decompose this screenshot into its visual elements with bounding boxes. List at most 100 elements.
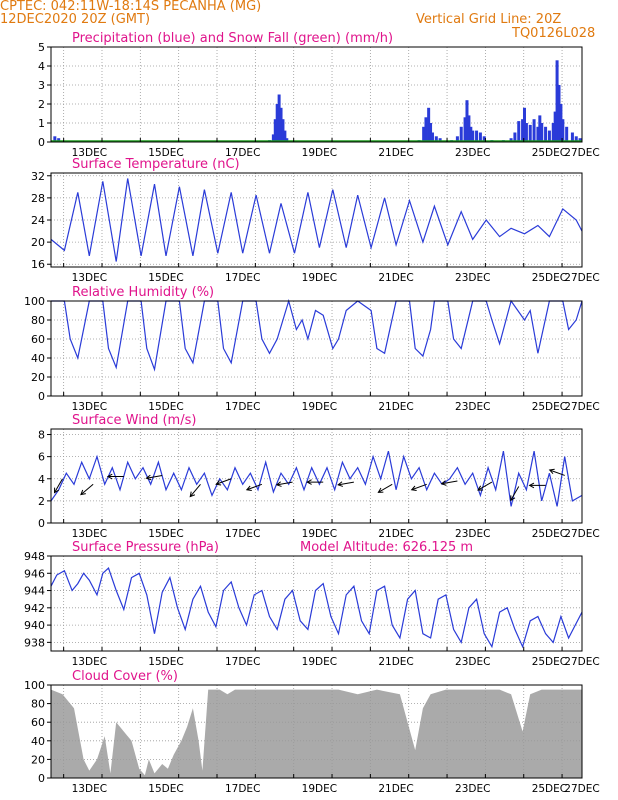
wind-arrow <box>411 483 427 491</box>
panel-title: Precipitation (blue) and Snow Fall (gree… <box>72 31 393 46</box>
y-tick-label: 6 <box>38 451 45 464</box>
x-tick-label: 27DEC <box>564 783 599 795</box>
y-tick-label: 40 <box>31 735 45 748</box>
panel-title: Surface Pressure (hPa) <box>72 540 219 555</box>
panel-frame <box>50 46 583 143</box>
x-tick-label: 19DEC <box>302 401 337 413</box>
precip-bar <box>478 132 482 142</box>
wind-arrow-head <box>528 482 535 489</box>
x-tick-label: 15DEC <box>148 401 183 413</box>
panel-title: Relative Humidity (%) <box>72 285 214 300</box>
y-tick-label: 2 <box>38 495 45 508</box>
precip-bar <box>57 138 61 142</box>
precip-bar <box>465 100 469 142</box>
panel-press: 938 940 942 944 946 948 13DEC 15DEC 17DEC 19DEC 21… <box>24 540 600 668</box>
wind-arrow-head <box>440 480 447 486</box>
wind-arrow <box>477 481 493 491</box>
wind-arrow-head <box>53 487 60 494</box>
cloud-cover-area <box>51 689 582 778</box>
y-tick-label: 944 <box>24 585 45 598</box>
x-tick-label: 23DEC <box>455 656 490 668</box>
precip-bar <box>551 123 555 142</box>
x-tick-label: 27DEC <box>564 272 599 284</box>
y-tick-label: 16 <box>31 258 45 271</box>
precip-bar <box>570 132 574 142</box>
panel-rh: 0 20 40 60 80 100 13DEC 15DEC 17DEC 19DEC 21DEC 23D… <box>24 285 600 413</box>
y-tick-label: 24 <box>31 214 45 227</box>
x-tick-label: 17DEC <box>225 656 260 668</box>
wind-series-line <box>50 450 583 507</box>
y-tick-label: 8 <box>38 429 45 442</box>
precip-bar <box>273 119 277 142</box>
x-tick-label: 13DEC <box>72 528 107 540</box>
precip-bar <box>438 138 442 142</box>
wind-arrow <box>146 474 163 479</box>
y-tick-label: 946 <box>24 567 45 580</box>
wind-arrow <box>246 483 263 491</box>
panel-wind: 0 2 4 6 8 13DEC 15DEC 17DEC 19DEC 21DEC 23DEC 25DEC… <box>38 413 600 540</box>
precip-bar <box>557 85 561 142</box>
wind-arrow-head <box>337 481 344 487</box>
precip-bar <box>532 119 536 142</box>
wind-arrow-head <box>275 481 282 487</box>
wind-arrow <box>215 478 232 485</box>
x-tick-label: 25DEC <box>532 656 567 668</box>
precip-bar <box>540 123 544 142</box>
x-tick-label: 25DEC <box>532 147 567 159</box>
precip-bar <box>463 117 467 142</box>
precip-bar <box>561 119 565 142</box>
precip-bar <box>53 136 57 142</box>
precip-bar <box>424 117 428 142</box>
panel-frame <box>50 684 583 779</box>
x-tick-label: 25DEC <box>532 401 567 413</box>
y-tick-label: 940 <box>24 619 45 632</box>
y-tick-label: 80 <box>31 698 45 711</box>
y-tick-label: 28 <box>31 192 45 205</box>
rh-series-line <box>51 298 583 372</box>
precip-bar <box>578 138 582 142</box>
precip-bar <box>482 136 486 142</box>
press-series-line <box>50 567 583 649</box>
precip-bar <box>467 115 471 142</box>
x-tick-label: 27DEC <box>564 656 599 668</box>
x-tick-label: 15DEC <box>148 656 183 668</box>
wind-arrow-head <box>145 474 152 481</box>
precip-bar <box>279 107 283 142</box>
y-tick-label: 4 <box>38 473 45 486</box>
wind-arrow-head <box>510 495 516 502</box>
panel-cloud: 0 20 40 60 80 100 13DEC 15DEC 17DEC 19DEC 21DEC 23D… <box>24 669 600 795</box>
precip-bar <box>427 107 431 142</box>
x-tick-label: 21DEC <box>378 783 413 795</box>
y-tick-label: 3 <box>38 79 45 92</box>
x-tick-label: 21DEC <box>378 272 413 284</box>
precip-bar <box>430 132 434 142</box>
panel-frame <box>50 428 583 524</box>
x-tick-label: 19DEC <box>302 147 337 159</box>
y-tick-label: 5 <box>38 41 45 54</box>
precip-bar <box>574 136 578 142</box>
wind-arrow <box>189 483 201 497</box>
wind-arrow <box>549 469 565 476</box>
wind-arrow <box>510 486 520 501</box>
temp-series-line <box>50 178 583 262</box>
x-tick-label: 23DEC <box>455 272 490 284</box>
x-tick-label: 25DEC <box>532 783 567 795</box>
y-tick-label: 32 <box>31 170 45 183</box>
x-tick-label: 17DEC <box>225 783 260 795</box>
precip-bar <box>422 126 426 142</box>
precip-bar <box>513 132 517 142</box>
precip-bar <box>509 138 513 142</box>
run-time: 12DEC2020 20Z (GMT) <box>0 12 151 27</box>
precip-bar <box>469 126 473 142</box>
y-tick-label: 40 <box>31 352 45 365</box>
wind-arrow-head <box>477 485 484 491</box>
precip-bar <box>547 130 551 142</box>
precip-bar <box>275 104 279 142</box>
x-tick-label: 17DEC <box>225 272 260 284</box>
precip-bar <box>524 123 528 142</box>
x-tick-label: 15DEC <box>148 147 183 159</box>
y-tick-label: 60 <box>31 333 45 346</box>
precip-bar <box>475 130 479 142</box>
x-tick-label: 13DEC <box>72 147 107 159</box>
x-tick-label: 17DEC <box>225 147 260 159</box>
